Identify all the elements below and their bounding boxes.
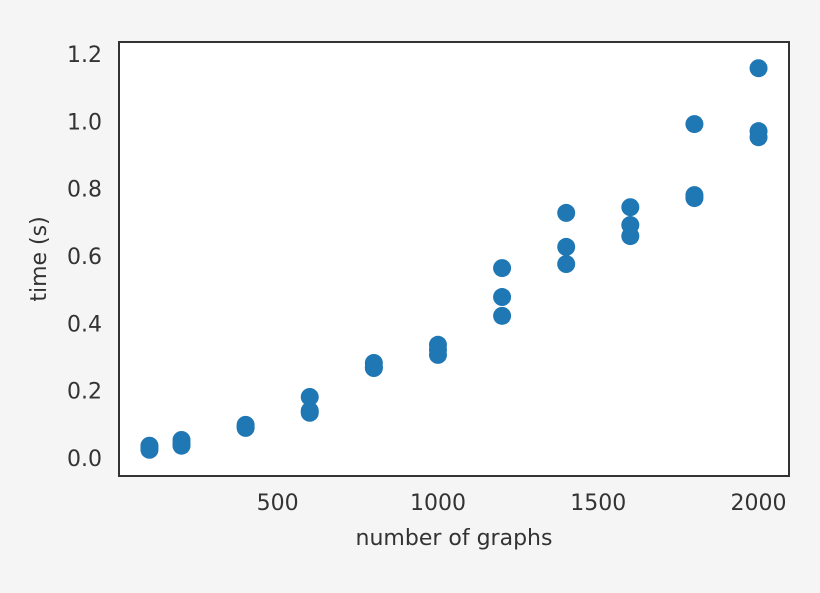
y-axis-label: time (s) bbox=[27, 216, 52, 301]
plot-frame bbox=[118, 41, 790, 477]
scatter-point bbox=[428, 340, 447, 359]
scatter-point bbox=[493, 259, 512, 278]
scatter-point bbox=[300, 403, 319, 422]
x-tick-label: 1500 bbox=[570, 491, 626, 516]
x-tick-label: 1000 bbox=[410, 491, 466, 516]
x-axis-label: number of graphs bbox=[356, 526, 553, 551]
x-tick-label: 2000 bbox=[731, 491, 787, 516]
y-tick-label: 0.0 bbox=[67, 447, 102, 472]
scatter-point bbox=[621, 227, 640, 246]
x-tick-label: 500 bbox=[257, 491, 299, 516]
scatter-point bbox=[172, 436, 191, 455]
scatter-point bbox=[557, 255, 576, 274]
y-tick-label: 0.8 bbox=[67, 178, 102, 203]
scatter-point bbox=[236, 417, 255, 436]
scatter-point bbox=[621, 198, 640, 217]
y-tick-label: 0.2 bbox=[67, 380, 102, 405]
y-tick-label: 1.2 bbox=[67, 43, 102, 68]
y-tick-label: 1.0 bbox=[67, 110, 102, 135]
scatter-point bbox=[364, 357, 383, 376]
scatter-point bbox=[749, 59, 768, 78]
scatter-point bbox=[557, 237, 576, 256]
scatter-point bbox=[557, 203, 576, 222]
scatter-point bbox=[685, 189, 704, 208]
scatter-point bbox=[749, 128, 768, 147]
y-tick-label: 0.6 bbox=[67, 245, 102, 270]
scatter-point bbox=[300, 387, 319, 406]
scatter-point bbox=[685, 115, 704, 134]
scatter-point bbox=[493, 306, 512, 325]
scatter-point bbox=[493, 288, 512, 307]
y-tick-label: 0.4 bbox=[67, 312, 102, 337]
scatter-point bbox=[140, 438, 159, 457]
plot-area bbox=[119, 42, 789, 476]
